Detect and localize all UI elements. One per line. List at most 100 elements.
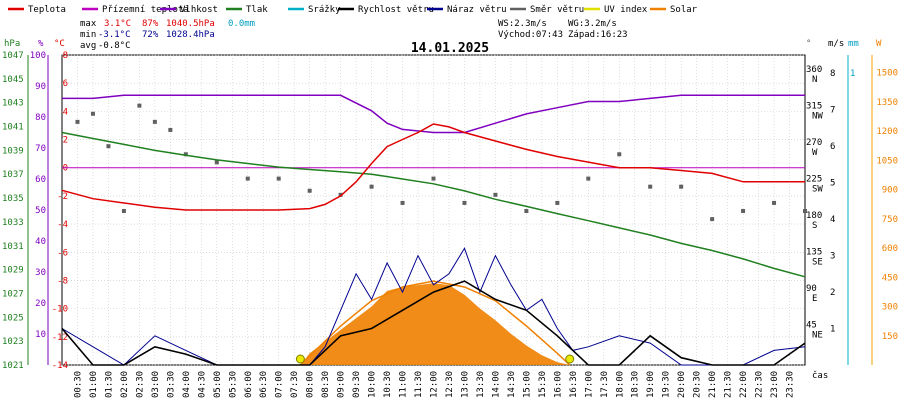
wind-direction-point xyxy=(245,176,250,181)
dir-tick-label: 180 xyxy=(806,211,822,221)
wind-direction-point xyxy=(555,200,560,205)
temp-tick-label: -4 xyxy=(57,220,68,230)
w-tick-label: 150 xyxy=(882,332,898,342)
dir-tick-label: 45 xyxy=(806,321,817,331)
stat-value: Východ:07:43 xyxy=(498,30,563,40)
w-tick-label: 900 xyxy=(882,186,898,196)
time-tick-label: 18:00 xyxy=(615,371,625,398)
ms-tick-label: 5 xyxy=(830,179,835,189)
pct-tick-label: 60 xyxy=(35,175,46,185)
stat-label: max xyxy=(80,19,97,29)
wind-direction-point xyxy=(648,184,653,189)
legend-label: Solar xyxy=(670,5,698,15)
axis-unit-w: W xyxy=(876,39,882,49)
stat-value: 0.0mm xyxy=(228,19,255,29)
time-tick-label: 06:30 xyxy=(259,371,269,398)
w-tick-label: 600 xyxy=(882,244,898,254)
time-tick-label: 19:30 xyxy=(662,371,672,398)
wind-direction-point xyxy=(121,209,126,214)
time-tick-label: 03:30 xyxy=(166,371,176,398)
time-tick-label: 21:00 xyxy=(708,371,718,398)
wind-direction-point xyxy=(75,119,80,124)
time-tick-label: 01:00 xyxy=(89,371,99,398)
temp-tick-label: 0 xyxy=(63,164,68,174)
time-tick-label: 20:00 xyxy=(677,371,687,398)
wind-direction-point xyxy=(431,176,436,181)
axes: hPa% °C ° m/s mm Wčas104710451043104110391037… xyxy=(2,39,898,398)
stat-label: min xyxy=(80,30,96,40)
legend-label: UV index xyxy=(604,5,648,15)
dir-name-label: E xyxy=(812,294,817,304)
ms-tick-label: 1 xyxy=(830,325,835,335)
wind-direction-point xyxy=(679,184,684,189)
stat-value: -3.1°C xyxy=(98,30,131,40)
time-tick-label: 04:30 xyxy=(197,371,207,398)
hpa-tick-label: 1025 xyxy=(2,313,24,323)
wind-direction-point xyxy=(90,111,95,116)
legend-label: Tlak xyxy=(246,5,268,15)
wind-direction-point xyxy=(106,144,111,149)
pct-tick-label: 70 xyxy=(35,144,46,154)
time-tick-label: 23:30 xyxy=(786,371,796,398)
hpa-tick-label: 1023 xyxy=(2,337,24,347)
axis-unit-hpa: hPa xyxy=(4,39,20,49)
dir-tick-label: 225 xyxy=(806,175,822,185)
solar-area xyxy=(300,283,570,365)
pct-tick-label: 30 xyxy=(35,268,46,278)
temp-tick-label: 4 xyxy=(63,107,68,117)
temp-tick-label: -12 xyxy=(52,333,68,343)
ms-tick-label: 6 xyxy=(830,142,835,152)
dir-name-label: W xyxy=(812,148,818,158)
stats-block: max 3.1°C 87% 1040.5hPa 0.0mm min -3.1°C 72% 102… xyxy=(80,19,628,51)
w-tick-label: 1350 xyxy=(876,98,898,108)
time-tick-label: 13:00 xyxy=(460,371,470,398)
time-tick-label: 05:30 xyxy=(228,371,238,398)
axis-unit-ms: m/s xyxy=(828,39,844,49)
stat-value: 72% xyxy=(142,30,159,40)
time-tick-label: 00:30 xyxy=(73,371,83,398)
time-tick-label: 10:30 xyxy=(383,371,393,398)
hpa-tick-label: 1041 xyxy=(2,123,24,133)
hpa-tick-label: 1031 xyxy=(2,242,24,252)
stat-value: 1040.5hPa xyxy=(166,19,215,29)
legend-label: Teplota xyxy=(28,5,66,15)
time-tick-label: 07:30 xyxy=(290,371,300,398)
pressure-line xyxy=(61,131,806,278)
legend-label: Přízemní teplota xyxy=(102,5,189,15)
dir-name-label: SE xyxy=(812,258,823,268)
hpa-tick-label: 1047 xyxy=(2,51,24,61)
time-tick-label: 06:00 xyxy=(244,371,254,398)
ms-tick-label: 8 xyxy=(830,69,835,79)
time-tick-label: 12:30 xyxy=(445,371,455,398)
wind-direction-point xyxy=(493,192,498,197)
w-tick-label: 1200 xyxy=(876,127,898,137)
wind-direction-point xyxy=(276,176,281,181)
time-tick-label: 11:00 xyxy=(399,371,409,398)
wind-direction-point xyxy=(214,160,219,165)
stat-value: WG:3.2m/s xyxy=(568,19,617,29)
hpa-tick-label: 1035 xyxy=(2,194,24,204)
wind-direction-point xyxy=(741,209,746,214)
axis-unit-mm: mm xyxy=(848,39,859,49)
dir-tick-label: 270 xyxy=(806,138,822,148)
stat-value: WS:2.3m/s xyxy=(498,19,547,29)
wind-direction-point xyxy=(586,176,591,181)
temp-tick-label: 2 xyxy=(63,136,68,146)
time-tick-label: 01:30 xyxy=(104,371,114,398)
time-tick-label: 04:00 xyxy=(182,371,192,398)
dir-tick-label: 90 xyxy=(806,284,817,294)
pct-tick-label: 100 xyxy=(30,51,46,61)
time-tick-label: 15:00 xyxy=(522,371,532,398)
temp-tick-label: -14 xyxy=(52,361,68,371)
plot-area xyxy=(61,94,807,366)
pct-tick-label: 40 xyxy=(35,237,46,247)
wind-direction-point xyxy=(137,103,142,108)
time-tick-label: 20:30 xyxy=(693,371,703,398)
pct-tick-label: 10 xyxy=(35,330,46,340)
wind-direction-point xyxy=(183,152,188,157)
ms-tick-label: 4 xyxy=(830,215,835,225)
dir-tick-label: 315 xyxy=(806,102,822,112)
time-tick-label: 22:30 xyxy=(755,371,765,398)
legend-label: Srážky xyxy=(308,5,341,15)
